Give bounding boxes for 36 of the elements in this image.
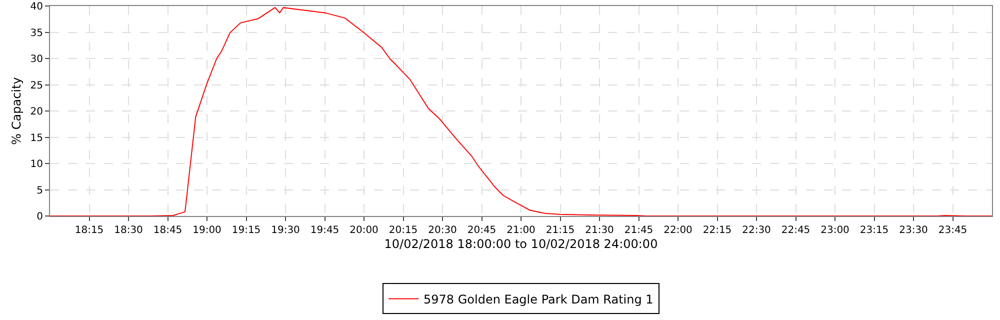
line-series xyxy=(50,7,992,216)
x-tick-label: 23:00 xyxy=(820,225,850,236)
x-tick-label: 21:15 xyxy=(546,225,575,236)
x-tick-label: 20:00 xyxy=(350,225,378,236)
legend-label: 5978 Golden Eagle Park Dam Rating 1 xyxy=(424,292,654,306)
x-tick-label: 19:30 xyxy=(271,225,300,236)
x-tick-label: 20:30 xyxy=(428,225,457,236)
x-tick-label: 21:00 xyxy=(506,225,536,236)
x-tick-label: 23:30 xyxy=(899,225,928,236)
x-tick-label: 20:45 xyxy=(467,225,496,236)
x-tick-label: 19:00 xyxy=(192,225,222,236)
x-tick-label: 23:45 xyxy=(938,225,968,236)
y-tick-label: 0 xyxy=(36,212,43,222)
y-tick-label: 25 xyxy=(30,80,43,92)
y-axis-title: % Capacity xyxy=(10,77,24,145)
y-tick-label: 5 xyxy=(36,185,43,196)
x-tick-label: 18:15 xyxy=(74,225,104,236)
y-tick-label: 20 xyxy=(30,106,43,118)
y-tick-label: 40 xyxy=(30,2,43,12)
x-tick-label: 18:30 xyxy=(114,225,143,236)
x-tick-label: 18:45 xyxy=(153,225,182,236)
x-tick-label: 22:45 xyxy=(781,225,810,236)
y-tick-label: 30 xyxy=(30,54,43,65)
x-axis-title: 10/02/2018 18:00:00 to 10/02/2018 24:00:00 xyxy=(384,236,658,251)
y-tick-label: 35 xyxy=(30,28,43,39)
x-tick-label: 19:15 xyxy=(232,225,261,236)
x-tick-label: 20:15 xyxy=(388,225,418,236)
x-tick-label: 21:30 xyxy=(585,225,614,236)
x-tick-label: 22:00 xyxy=(664,225,692,236)
x-tick-label: 21:45 xyxy=(624,225,654,236)
x-tick-label: 22:15 xyxy=(702,225,732,236)
y-tick-label: 15 xyxy=(30,132,43,144)
x-tick-label: 19:45 xyxy=(310,225,340,236)
x-tick-label: 22:30 xyxy=(742,225,771,236)
y-tick-label: 10 xyxy=(30,159,43,170)
x-tick-label: 23:15 xyxy=(860,225,889,236)
